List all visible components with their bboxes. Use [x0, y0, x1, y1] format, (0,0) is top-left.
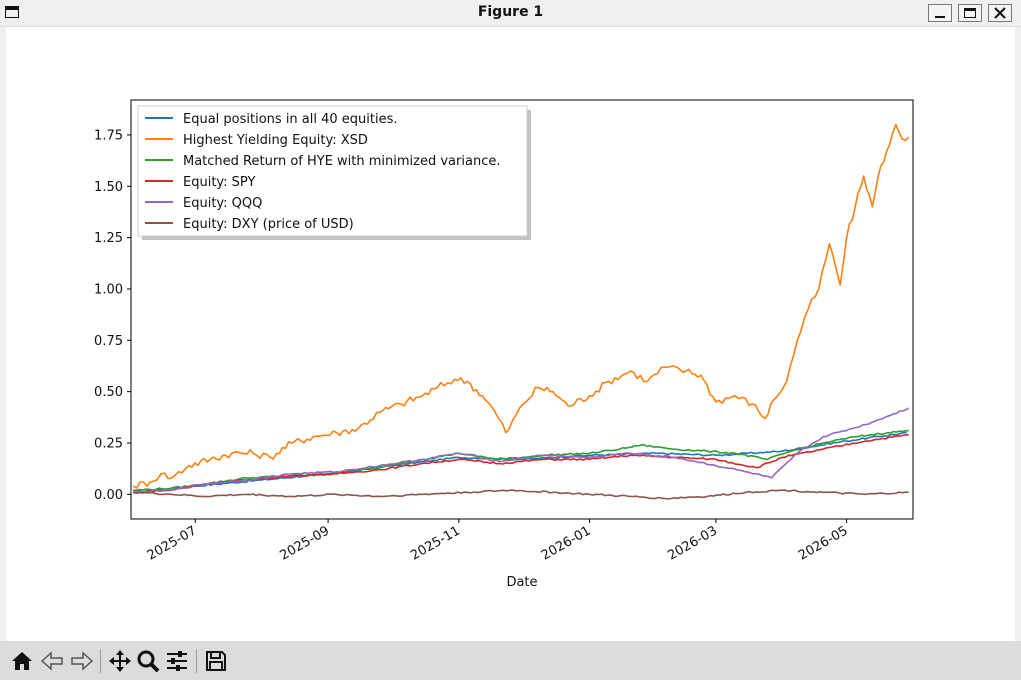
x-tick-label: 2026-05 — [796, 523, 851, 563]
x-axis-label: Date — [506, 575, 537, 590]
series-line-4 — [133, 434, 909, 494]
figure-canvas[interactable]: 0.00 0.25 0.50 0.75 1.00 1.25 1.50 1.75 2025-07… — [6, 27, 1015, 641]
series-line-2 — [132, 123, 910, 489]
y-tick-label: 0.50 — [94, 385, 123, 400]
maximize-icon — [964, 8, 976, 18]
y-axis: 0.00 0.25 0.50 0.75 1.00 1.25 1.50 1.75 — [94, 128, 131, 503]
series-layer — [132, 123, 910, 500]
zoom-button[interactable] — [134, 647, 162, 675]
legend-entry: Equity: DXY (price of USD) — [183, 217, 354, 232]
back-button[interactable] — [38, 647, 66, 675]
save-button[interactable] — [202, 647, 230, 675]
home-icon — [12, 652, 32, 670]
forward-button[interactable] — [68, 647, 96, 675]
window-app-icon — [5, 6, 19, 18]
legend-entry: Equity: SPY — [183, 175, 255, 190]
forward-icon — [71, 651, 94, 671]
save-icon — [206, 651, 226, 671]
close-button[interactable] — [988, 4, 1012, 22]
x-tick-label: 2025-09 — [278, 523, 333, 563]
toolbar-separator — [100, 649, 101, 673]
toolbar-separator — [196, 649, 197, 673]
x-tick-label: 2026-01 — [539, 523, 594, 563]
navigation-toolbar — [0, 641, 1021, 680]
y-tick-label: 0.25 — [94, 437, 123, 452]
minimize-button[interactable] — [928, 4, 952, 22]
legend: Equal positions in all 40 equities. Highe… — [137, 105, 531, 240]
zoom-icon — [137, 650, 160, 673]
maximize-button[interactable] — [958, 4, 982, 22]
legend-entry: Highest Yielding Equity: XSD — [183, 133, 368, 148]
y-tick-label: 1.00 — [94, 282, 123, 297]
window-title: Figure 1 — [477, 4, 544, 20]
pan-icon — [109, 650, 131, 672]
y-tick-label: 1.50 — [94, 180, 123, 195]
pan-button[interactable] — [106, 647, 134, 675]
configure-icon — [167, 651, 187, 671]
minimize-icon — [935, 16, 945, 18]
legend-entry: Equity: QQQ — [183, 196, 262, 211]
title-bar: Figure 1 — [0, 0, 1021, 27]
y-tick-label: 0.75 — [94, 334, 123, 349]
x-axis: 2025-07 2025-09 2025-11 2026-01 2026-03 2026-… — [145, 519, 851, 564]
y-tick-label: 0.00 — [94, 488, 123, 503]
configure-subplots-button[interactable] — [163, 647, 191, 675]
home-button[interactable] — [8, 647, 36, 675]
x-tick-label: 2025-07 — [145, 523, 200, 563]
close-icon — [994, 7, 1006, 19]
legend-entry: Matched Return of HYE with minimized var… — [183, 154, 500, 169]
y-tick-label: 1.75 — [94, 128, 123, 143]
back-icon — [40, 651, 63, 671]
y-tick-label: 1.25 — [94, 231, 123, 246]
legend-entry: Equal positions in all 40 equities. — [183, 112, 398, 127]
series-line-1 — [132, 431, 907, 494]
series-line-6 — [132, 489, 909, 500]
x-tick-label: 2025-11 — [408, 523, 463, 563]
x-tick-label: 2026-03 — [665, 523, 720, 563]
legend-box — [137, 105, 528, 237]
legend-items: Equal positions in all 40 equities. Highe… — [145, 112, 500, 232]
series-line-5 — [132, 407, 910, 494]
line-chart: 0.00 0.25 0.50 0.75 1.00 1.25 1.50 1.75 2025-07… — [94, 99, 914, 590]
